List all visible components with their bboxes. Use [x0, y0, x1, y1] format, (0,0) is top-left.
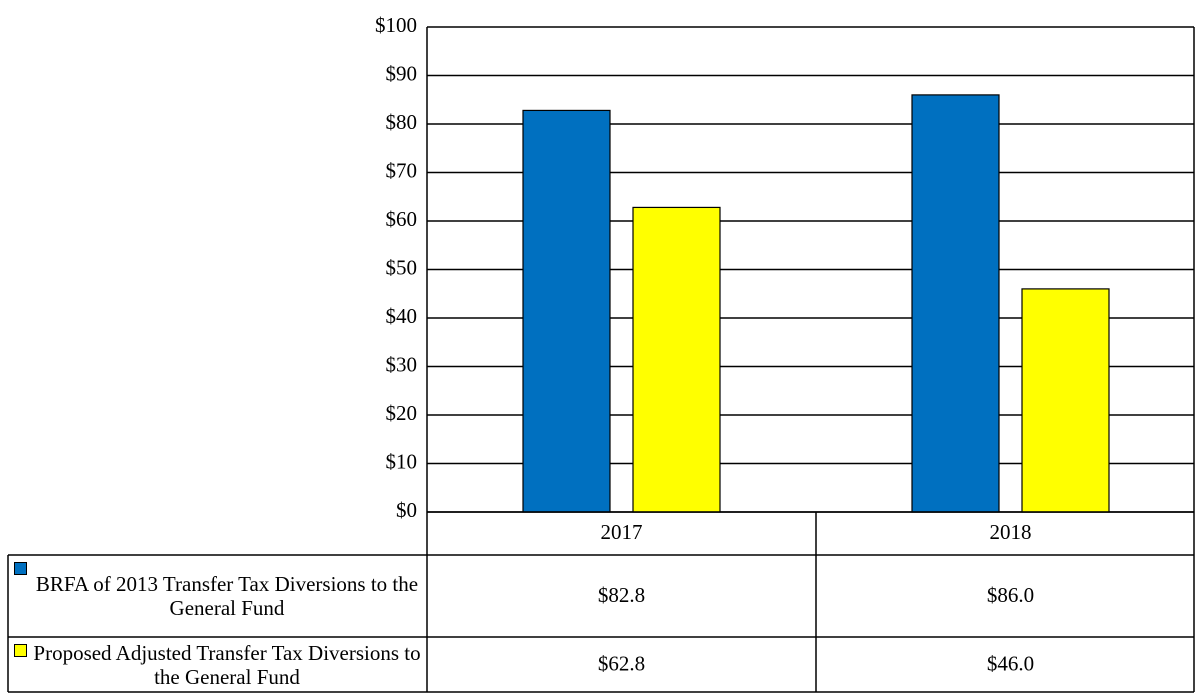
table-borders: [7, 27, 1195, 693]
legend-cell: BRFA of 2013 Transfer Tax Diversions to …: [8, 555, 427, 637]
y-tick-label: $20: [386, 401, 418, 425]
x-tick-label: 2018: [990, 520, 1032, 544]
legend-entry: BRFA of 2013 Transfer Tax Diversions to …: [8, 555, 427, 637]
y-tick-label: $80: [386, 110, 418, 134]
legend-label: BRFA of 2013 Transfer Tax Diversions to …: [35, 572, 419, 620]
legend-cell: Proposed Adjusted Transfer Tax Diversion…: [8, 637, 427, 692]
table-value: $82.8: [598, 583, 645, 607]
legend-label: Proposed Adjusted Transfer Tax Diversion…: [33, 640, 421, 689]
y-tick-label: $60: [386, 207, 418, 231]
table-value: $86.0: [987, 583, 1034, 607]
y-tick-label: $50: [386, 255, 418, 279]
y-tick-label: $90: [386, 61, 418, 85]
legend-swatch: [14, 644, 27, 657]
table-value: $62.8: [598, 651, 645, 675]
table-value: $46.0: [987, 651, 1034, 675]
bar: [911, 94, 1000, 513]
legend-entry: Proposed Adjusted Transfer Tax Diversion…: [8, 637, 427, 692]
y-tick-label: $10: [386, 449, 418, 473]
y-tick-label: $30: [386, 352, 418, 376]
y-tick-label: $40: [386, 304, 418, 328]
y-tick-label: $0: [396, 498, 417, 522]
bar: [522, 109, 611, 513]
x-tick-label: 2017: [601, 520, 643, 544]
bar: [1021, 288, 1110, 513]
legend-swatch: [14, 562, 27, 575]
y-tick-label: $100: [375, 13, 417, 37]
y-tick-label: $70: [386, 158, 418, 182]
bar: [632, 206, 721, 513]
